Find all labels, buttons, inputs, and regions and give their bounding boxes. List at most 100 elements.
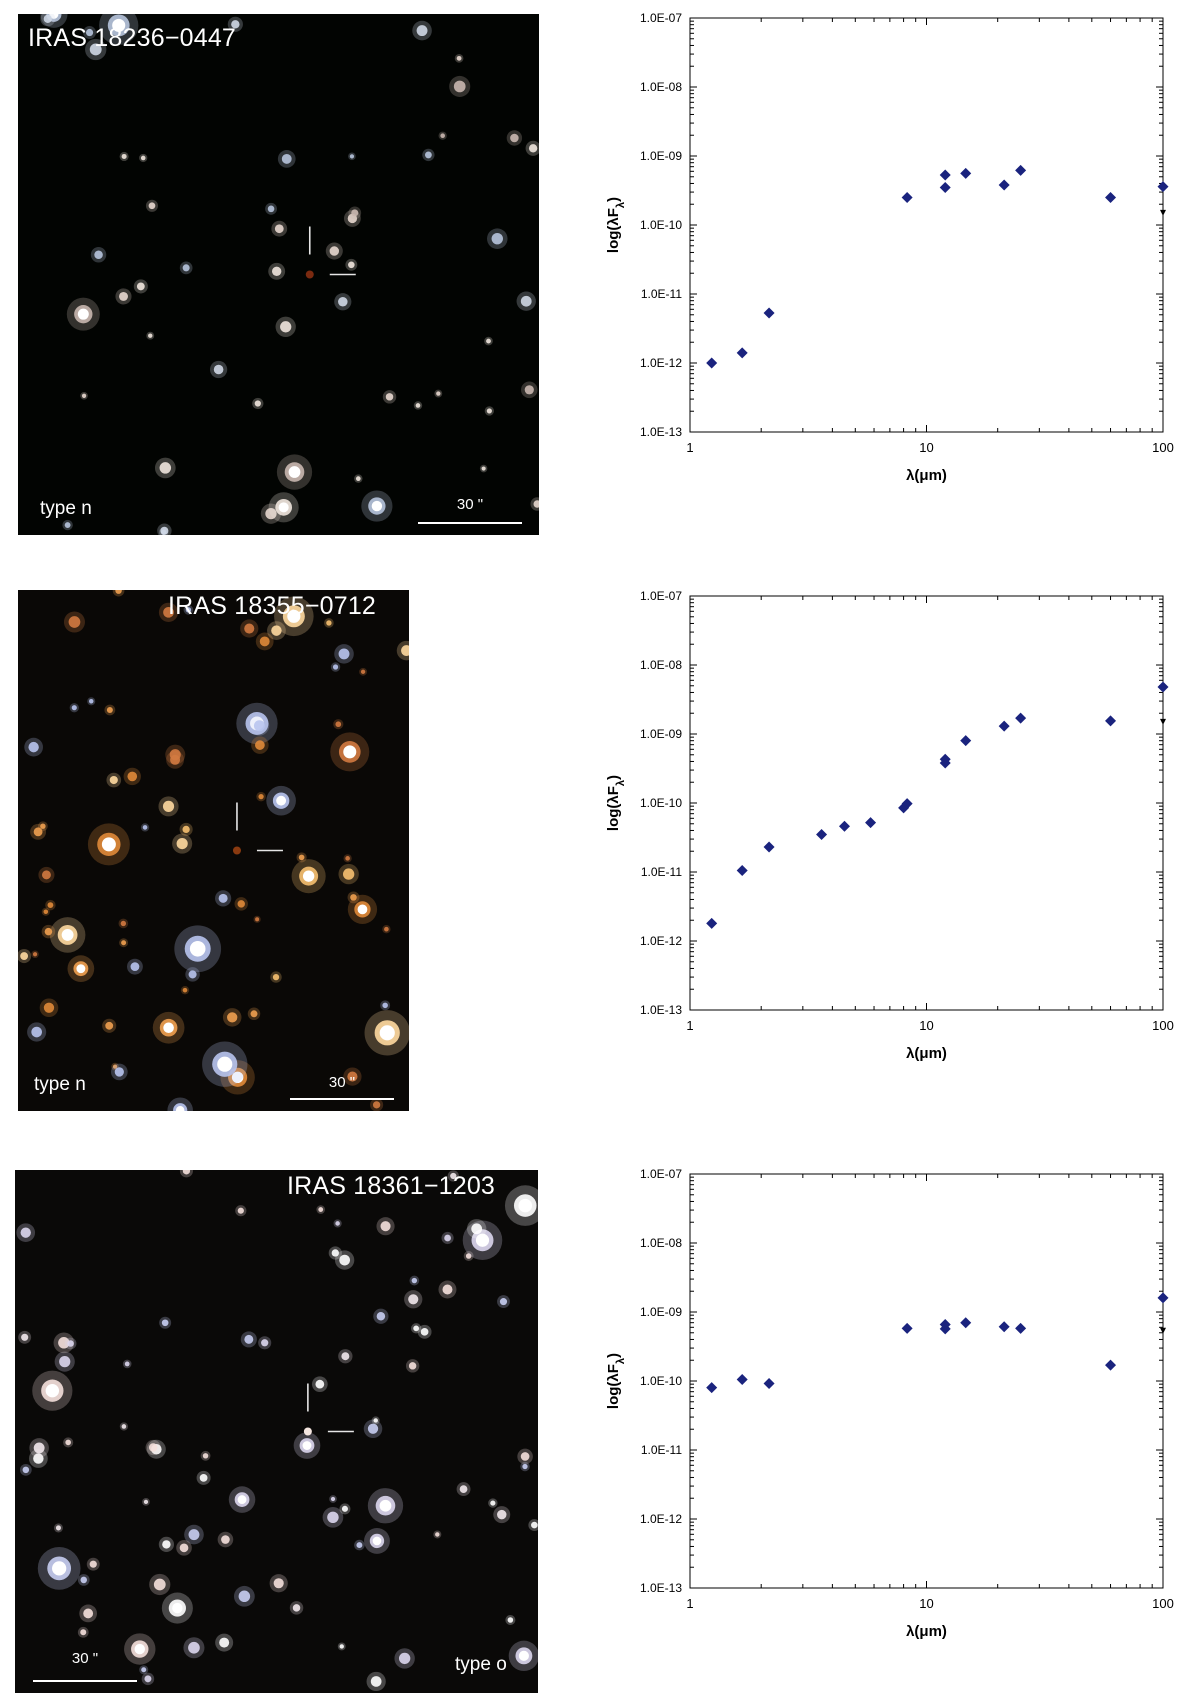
- sed-chart-svg-3: 1.0E-13 1.0E-12 1.0E-11 1.0E-10 1.0E-09 1.0E-…: [605, 1167, 1174, 1640]
- x-axis-label: λ(μm): [906, 1045, 947, 1062]
- star: [298, 854, 305, 861]
- data-point: [736, 1374, 748, 1386]
- star: [182, 1170, 191, 1175]
- star: [59, 1356, 71, 1368]
- data-point: [939, 753, 951, 765]
- star-core: [475, 1233, 490, 1247]
- star: [81, 393, 87, 398]
- star: [281, 153, 292, 164]
- data-point: [706, 357, 718, 369]
- image-background: [18, 590, 409, 1111]
- star-core: [302, 870, 315, 882]
- data-point: [960, 167, 972, 179]
- star: [219, 1637, 230, 1648]
- star: [237, 1207, 244, 1214]
- data-point: [901, 798, 913, 810]
- star: [338, 296, 348, 307]
- star: [413, 1325, 420, 1332]
- data-point: [998, 1321, 1010, 1333]
- data-point: [706, 1382, 718, 1394]
- star: [347, 1071, 358, 1082]
- star: [524, 385, 534, 395]
- star: [227, 1012, 238, 1023]
- y-tick-label: 1.0E-08: [640, 80, 682, 94]
- data-point: [1105, 192, 1117, 204]
- star-core: [278, 502, 289, 513]
- star: [267, 205, 275, 213]
- star-core: [134, 1643, 146, 1655]
- star: [385, 393, 394, 401]
- x-tick-label: 10: [919, 1018, 933, 1033]
- target-source: [305, 270, 314, 279]
- y-tick-label: 1.0E-08: [640, 658, 682, 672]
- star: [459, 1485, 468, 1493]
- data-point: [736, 865, 748, 877]
- star: [398, 1652, 411, 1665]
- star-core: [112, 18, 126, 32]
- star: [335, 1221, 340, 1226]
- star: [499, 1298, 508, 1306]
- target-source: [232, 846, 241, 855]
- scale-bar-label: 30 ": [71, 1650, 99, 1667]
- x-tick-label: 1: [686, 1018, 693, 1033]
- data-point: [939, 1318, 951, 1330]
- star: [491, 232, 503, 245]
- star-core: [287, 609, 301, 623]
- star: [456, 55, 462, 61]
- star: [124, 1361, 130, 1367]
- type-label: type n: [34, 1074, 86, 1095]
- star: [271, 625, 282, 636]
- star: [231, 20, 240, 29]
- y-tick-label: 1.0E-11: [641, 1443, 682, 1457]
- y-tick-label: 1.0E-09: [640, 1305, 682, 1319]
- data-point: [763, 307, 775, 319]
- star: [465, 1253, 472, 1259]
- sed-chart-3: 1.0E-13 1.0E-12 1.0E-11 1.0E-10 1.0E-09 1.0E-…: [590, 1160, 1200, 1690]
- data-point: [1157, 681, 1169, 693]
- star: [188, 1641, 200, 1654]
- star: [218, 893, 228, 903]
- star-core: [357, 904, 368, 915]
- x-tick-label: 100: [1152, 1596, 1174, 1611]
- star-core: [101, 837, 116, 852]
- star: [148, 333, 153, 338]
- star: [121, 1424, 127, 1429]
- data-point: [838, 820, 850, 832]
- y-tick-label: 1.0E-08: [640, 1236, 682, 1250]
- star: [141, 1667, 147, 1673]
- star-core: [163, 1022, 174, 1034]
- star: [33, 827, 43, 837]
- x-tick-label: 1: [686, 440, 693, 455]
- star-core: [518, 1650, 529, 1661]
- star: [140, 155, 146, 161]
- data-point: [960, 735, 972, 747]
- star: [106, 706, 113, 713]
- star: [292, 1604, 301, 1612]
- data-point: [1105, 1359, 1117, 1371]
- star: [481, 466, 486, 471]
- star: [453, 80, 466, 93]
- star-core: [175, 1105, 185, 1111]
- star: [144, 1675, 152, 1683]
- data-point: [1157, 1292, 1169, 1304]
- star-core: [45, 1383, 60, 1398]
- star: [182, 264, 190, 272]
- star: [401, 645, 409, 657]
- star-core: [217, 1056, 233, 1072]
- data-point: [939, 181, 951, 193]
- data-point: [1105, 715, 1117, 727]
- y-axis-label: log(λFλ): [605, 197, 627, 253]
- y-tick-label: 1.0E-07: [640, 1167, 682, 1181]
- y-tick-label: 1.0E-07: [640, 11, 682, 25]
- star: [43, 14, 52, 23]
- star: [238, 1590, 251, 1603]
- star: [64, 522, 71, 528]
- data-point: [736, 347, 748, 359]
- star: [471, 1223, 483, 1235]
- star: [142, 825, 148, 830]
- star: [255, 917, 260, 922]
- star: [20, 1227, 31, 1238]
- star: [528, 144, 538, 153]
- sed-chart-1: 1.0E-13 1.0E-12 1.0E-11 1.0E-10 1.0E-09 1.0E-…: [590, 4, 1200, 534]
- star: [105, 1021, 114, 1030]
